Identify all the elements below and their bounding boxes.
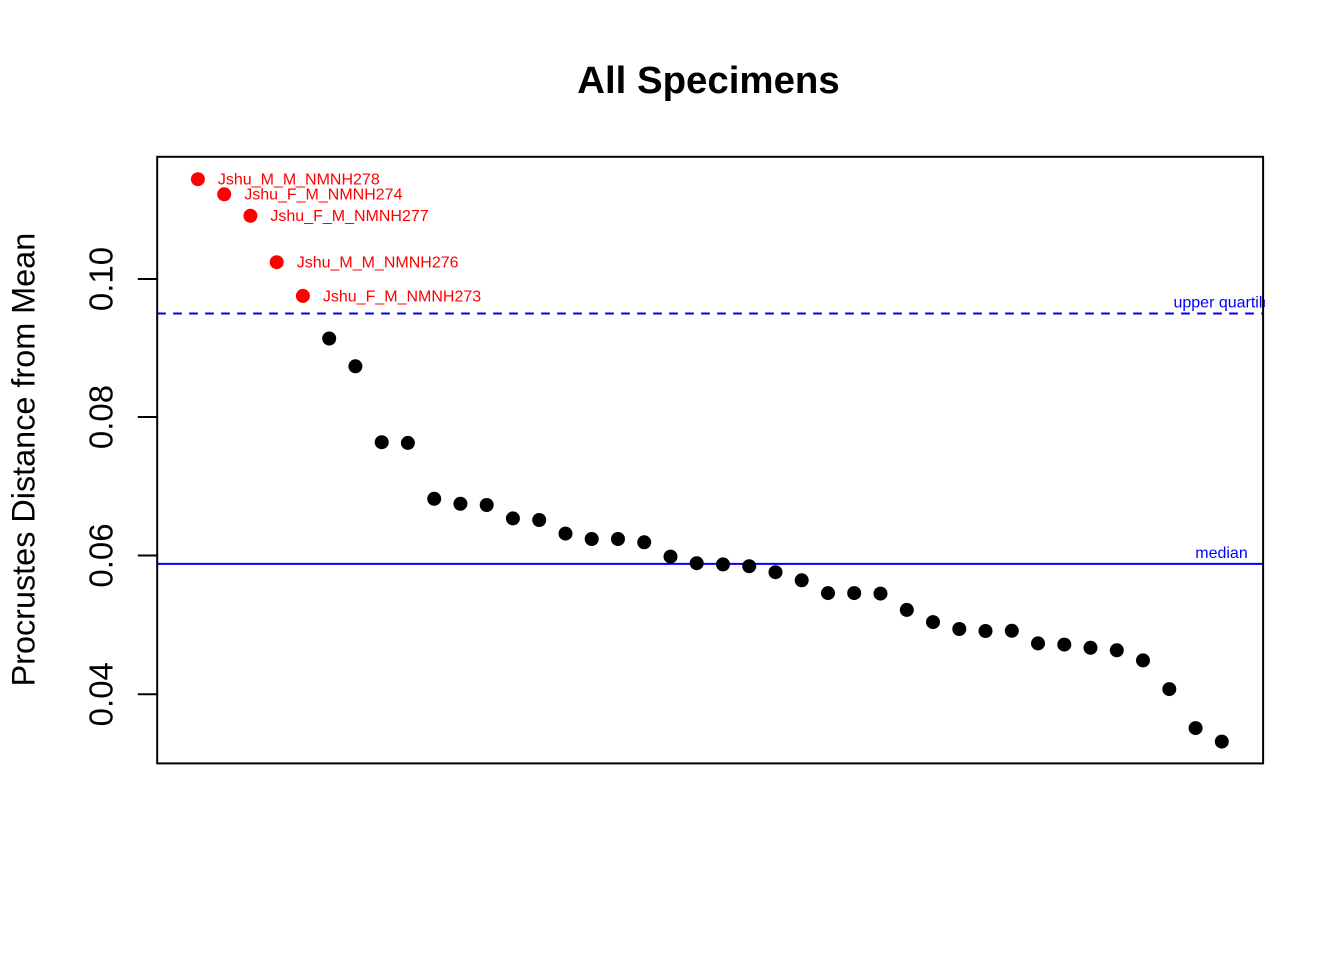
svg-text:All Specimens: All Specimens xyxy=(577,59,839,102)
svg-text:median: median xyxy=(1195,545,1247,562)
svg-text:0.04: 0.04 xyxy=(83,662,120,726)
svg-text:Procrustes Distance from Mean: Procrustes Distance from Mean xyxy=(6,233,42,687)
svg-text:Jshu_F_M_NMNH274: Jshu_F_M_NMNH274 xyxy=(244,187,402,204)
svg-text:Jshu_F_M_NMNH277: Jshu_F_M_NMNH277 xyxy=(270,208,428,225)
svg-text:upper quartile: upper quartile xyxy=(1173,294,1271,311)
svg-text:0.08: 0.08 xyxy=(83,385,120,449)
svg-text:Jshu_M_M_NMNH278: Jshu_M_M_NMNH278 xyxy=(218,172,380,189)
svg-text:Jshu_M_M_NMNH276: Jshu_M_M_NMNH276 xyxy=(297,255,459,272)
svg-text:0.06: 0.06 xyxy=(83,523,120,587)
svg-text:0.10: 0.10 xyxy=(83,247,120,311)
svg-text:Jshu_F_M_NMNH273: Jshu_F_M_NMNH273 xyxy=(323,288,481,305)
